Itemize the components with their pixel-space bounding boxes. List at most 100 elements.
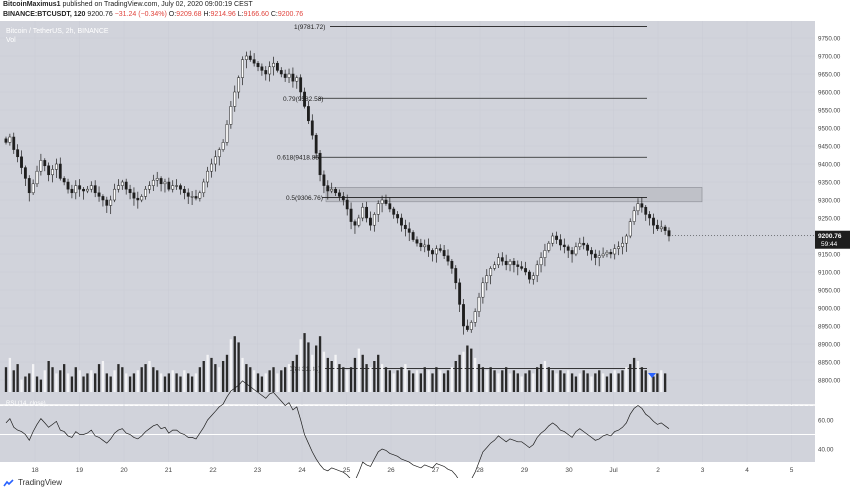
candle-body xyxy=(361,206,365,219)
volume-bar xyxy=(408,370,411,392)
price-tick-label: 9450.00 xyxy=(818,144,841,151)
volume-bar xyxy=(280,370,283,392)
x-tick-label: 25 xyxy=(343,467,351,474)
candle-body xyxy=(504,260,508,266)
volume-bar xyxy=(353,357,357,392)
candle-body xyxy=(210,163,213,172)
candle-body xyxy=(132,192,136,199)
candle-body xyxy=(4,138,8,143)
candle-body xyxy=(82,188,85,192)
volume-bar xyxy=(450,367,454,392)
price-tick-label: 9150.00 xyxy=(818,252,841,259)
candle-body xyxy=(310,120,314,136)
volume-bar xyxy=(559,370,562,392)
volume-bar xyxy=(446,370,450,392)
volume-bar xyxy=(113,370,116,392)
candle-body xyxy=(547,242,551,251)
last-price: 9200.76 xyxy=(87,11,113,18)
candle-body xyxy=(252,59,256,64)
candle-body xyxy=(388,203,392,210)
volume-bar xyxy=(470,348,473,392)
volume-bar xyxy=(516,373,519,392)
volume-bar xyxy=(101,361,105,392)
volume-bar xyxy=(377,354,380,392)
candle-body xyxy=(330,188,334,192)
candle-body xyxy=(264,70,268,75)
volume-bar xyxy=(78,370,81,392)
candle-body xyxy=(400,217,403,226)
volume-bar xyxy=(551,370,554,392)
candle-body xyxy=(349,208,353,222)
volume-bar xyxy=(400,367,403,392)
tradingview-logo-icon xyxy=(3,478,14,486)
volume-bar xyxy=(532,373,535,392)
volume-bar xyxy=(342,367,345,392)
fib-level-label: 0.618(9418.85) xyxy=(277,155,321,162)
author-name: BitcoinMaximus1 xyxy=(3,1,61,8)
volume-bar xyxy=(392,373,395,392)
candle-body xyxy=(434,248,438,255)
candle-body xyxy=(233,91,237,107)
volume-bar xyxy=(148,361,151,392)
volume-bar xyxy=(334,354,337,392)
x-tick-label: Jul xyxy=(609,467,618,474)
volume-bar xyxy=(156,370,159,392)
candle-body xyxy=(407,228,411,233)
volume-bar xyxy=(431,373,434,392)
candle-body xyxy=(241,59,244,78)
candle-body xyxy=(318,152,322,176)
candle-body xyxy=(74,185,78,194)
volume-bar xyxy=(268,370,271,392)
symbol-label: BINANCE:BTCUSDT, 120 xyxy=(3,11,86,18)
rsi-tick-label: 60.00 xyxy=(818,418,834,425)
volume-bar xyxy=(109,376,112,392)
candle-body xyxy=(128,188,132,194)
candle-body xyxy=(574,246,578,255)
volume-bar xyxy=(47,361,50,392)
candle-body xyxy=(551,235,555,244)
volume-bar xyxy=(214,364,217,392)
volume-bar xyxy=(404,364,407,392)
candle-body xyxy=(12,136,16,150)
volume-bar xyxy=(140,367,143,392)
candle-body xyxy=(105,199,109,206)
candle-body xyxy=(613,248,617,255)
volume-bar xyxy=(206,354,209,392)
candle-body xyxy=(496,257,500,266)
volume-bar xyxy=(245,364,248,392)
x-tick-label: 26 xyxy=(387,467,395,474)
volume-bar xyxy=(504,367,508,392)
candle-body xyxy=(260,66,264,71)
volume-bar xyxy=(574,376,578,392)
candle-body xyxy=(109,199,113,206)
volume-bar xyxy=(512,370,516,392)
volume-bar xyxy=(179,376,182,392)
candle-body xyxy=(256,62,260,68)
volume-bar xyxy=(578,373,581,392)
volume-bar xyxy=(598,370,601,392)
volume-bar xyxy=(411,373,415,392)
price-tick-label: 8850.00 xyxy=(818,360,841,367)
volume-bar xyxy=(303,333,306,392)
candle-body xyxy=(136,197,140,201)
volume-bar xyxy=(380,364,384,392)
volume-bar xyxy=(272,367,275,392)
candle-body xyxy=(78,185,82,190)
candle-body xyxy=(628,221,632,237)
candle-body xyxy=(206,170,210,183)
volume-bar xyxy=(12,370,15,392)
candle-body xyxy=(314,134,318,154)
candle-body xyxy=(423,244,427,248)
volume-bar xyxy=(466,345,469,392)
volume-bar xyxy=(94,373,97,392)
candle-body xyxy=(279,70,283,75)
candle-body xyxy=(47,165,51,176)
candle-body xyxy=(194,196,198,199)
volume-bar xyxy=(8,357,12,392)
price-chart[interactable]: 1(9781.72)0.79(9582.58)0.618(9418.85)0.5… xyxy=(0,21,850,478)
candle-body xyxy=(155,178,159,181)
fib-level-label: 0.5(9306.76) xyxy=(286,195,323,202)
price-tick-label: 9400.00 xyxy=(818,162,841,169)
candle-body xyxy=(419,242,423,248)
candle-body xyxy=(16,149,20,158)
